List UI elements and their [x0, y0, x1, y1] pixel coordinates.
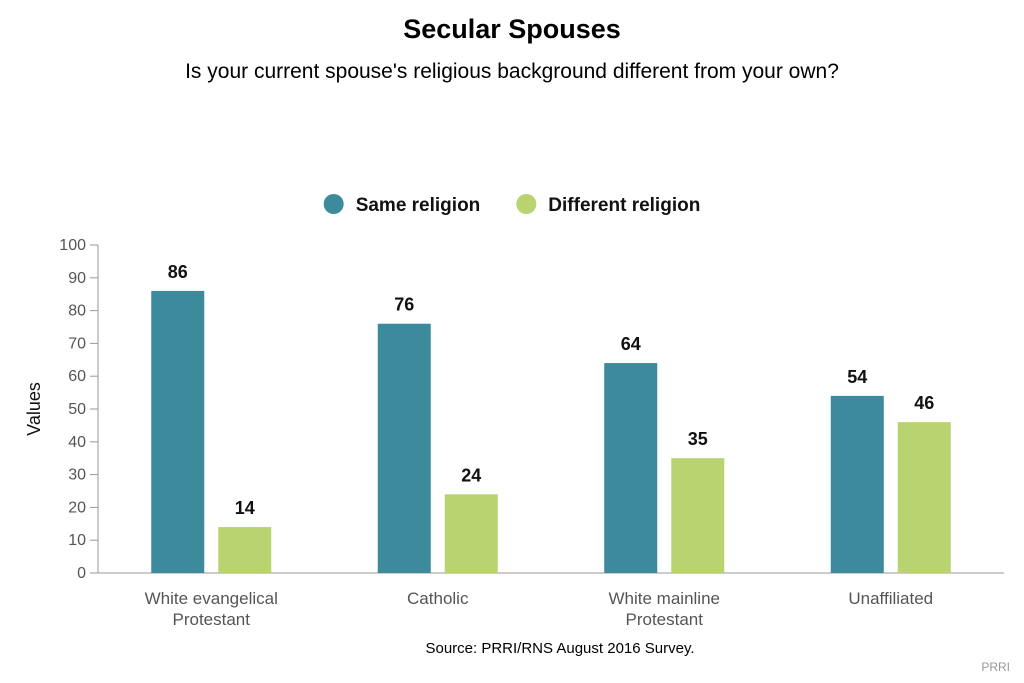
- y-tick-label: 100: [59, 237, 86, 254]
- data-label: 46: [914, 393, 934, 413]
- bars-group: [151, 290, 951, 573]
- data-label: 76: [394, 295, 414, 315]
- y-tick-label: 70: [68, 335, 86, 352]
- bar: [444, 494, 498, 573]
- chart-title: Secular Spouses: [403, 14, 621, 44]
- y-tick-label: 20: [68, 499, 86, 516]
- y-tick-label: 30: [68, 467, 86, 484]
- x-category-label: White evangelical Protestant: [145, 589, 278, 629]
- bar: [830, 395, 884, 573]
- data-label: 35: [688, 429, 708, 449]
- x-category-label: Catholic: [407, 589, 469, 608]
- bar: [671, 458, 725, 573]
- y-tick-label: 80: [68, 303, 86, 320]
- legend-swatch: [323, 194, 344, 214]
- legend: Same religion Different religion: [323, 194, 700, 216]
- x-axis: White evangelical Protestant Catholic White…: [98, 572, 1004, 629]
- x-category-label: Unaffiliated: [848, 589, 933, 608]
- legend-label: Different religion: [548, 195, 700, 216]
- data-labels-group: 86 76 64 54 14 24 35 46: [168, 262, 935, 518]
- data-label: 14: [235, 498, 255, 518]
- data-label: 64: [621, 334, 641, 354]
- bar: [897, 422, 951, 573]
- y-tick-label: 90: [68, 270, 86, 287]
- y-tick-label: 10: [68, 532, 86, 549]
- y-axis-title: Values: [24, 382, 44, 436]
- chart-subtitle: Is your current spouse's religious backg…: [185, 60, 839, 83]
- y-axis: 0 10 20 30 40 50 60 70 80 90 100 Values: [24, 237, 99, 582]
- y-tick-label: 40: [68, 434, 86, 451]
- watermark-text: PRRI: [981, 660, 1010, 674]
- bar: [604, 363, 658, 573]
- x-category-label: White mainline Protestant: [609, 589, 721, 629]
- data-label: 24: [461, 465, 481, 485]
- source-note: Source: PRRI/RNS August 2016 Survey.: [425, 640, 695, 657]
- legend-swatch: [516, 194, 537, 214]
- y-tick-label: 0: [77, 565, 86, 582]
- data-label: 54: [847, 367, 867, 387]
- y-tick-label: 50: [68, 401, 86, 418]
- legend-item[interactable]: Same religion: [323, 194, 481, 216]
- data-label: 86: [168, 262, 188, 282]
- bar: [151, 290, 205, 573]
- bar: [218, 527, 272, 573]
- legend-item[interactable]: Different religion: [516, 194, 700, 216]
- y-tick-label: 60: [68, 368, 86, 385]
- legend-label: Same religion: [356, 195, 481, 216]
- bar: [377, 323, 431, 573]
